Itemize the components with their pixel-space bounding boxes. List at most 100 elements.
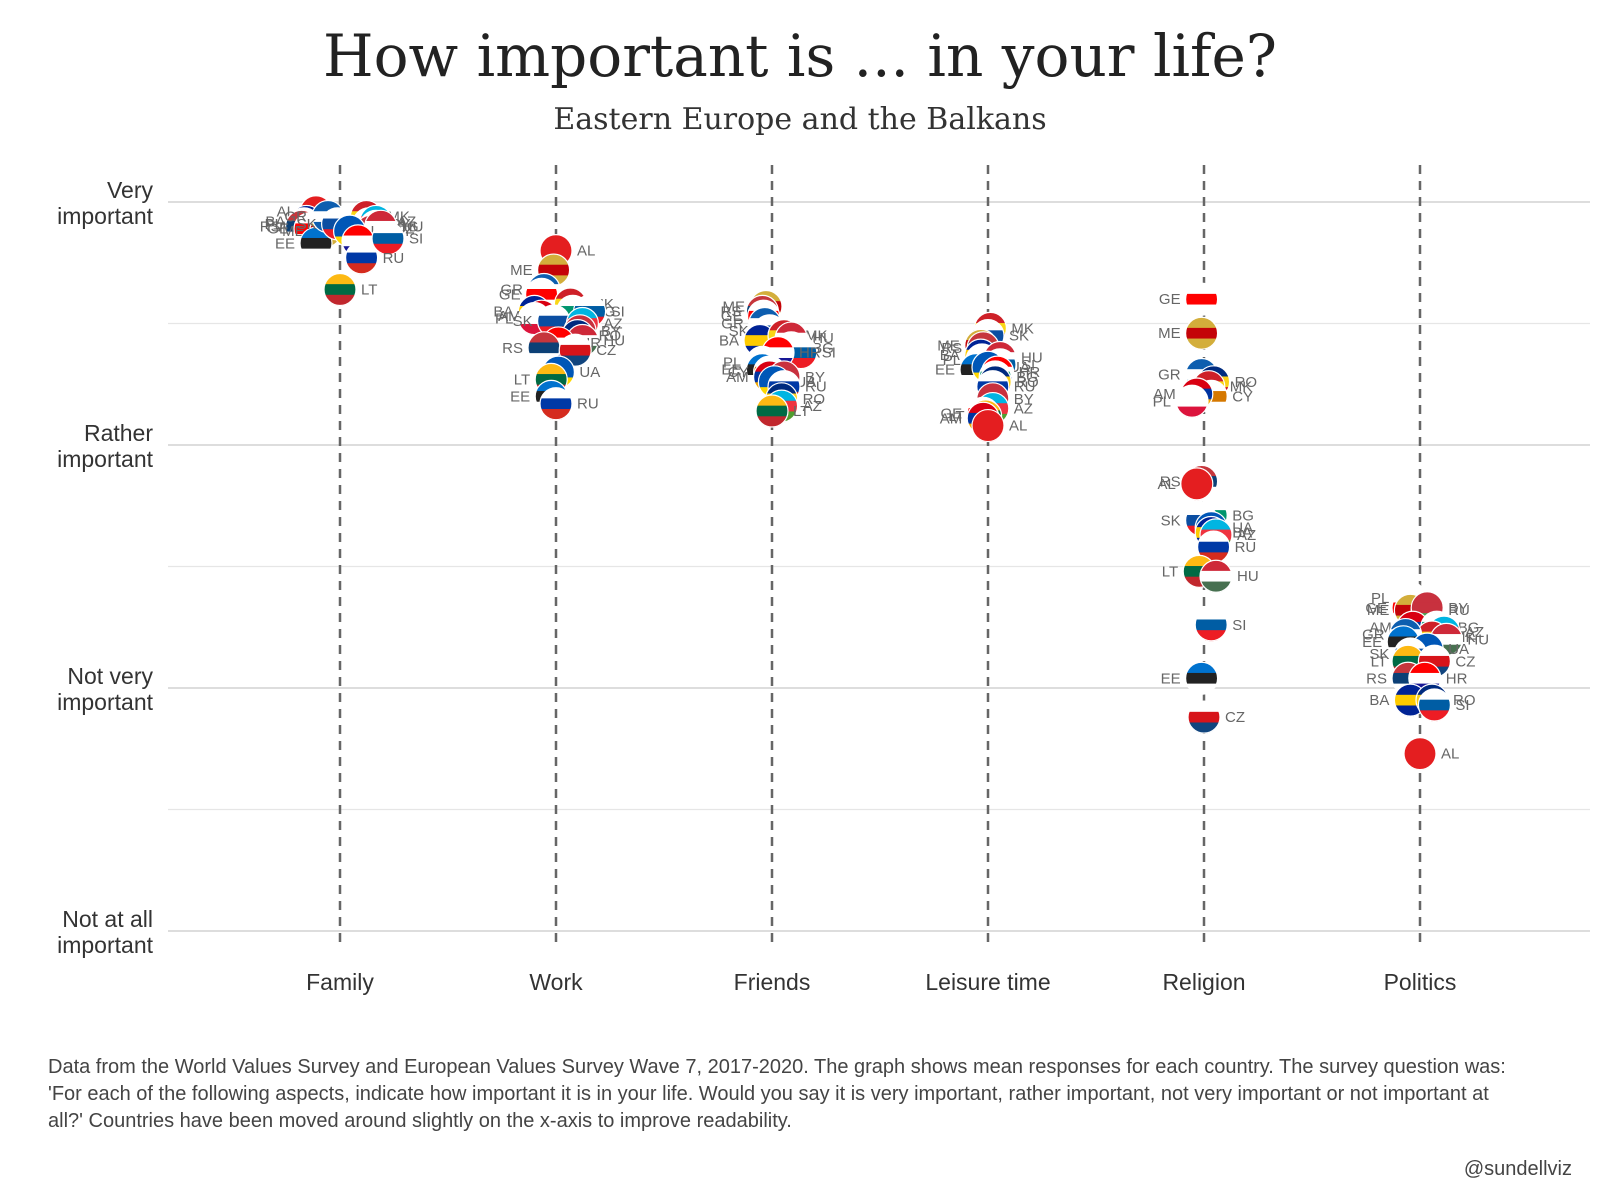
flag-marker (345, 241, 378, 275)
flag-stripe (537, 264, 570, 276)
flag-outline (1180, 467, 1214, 501)
flag-stripe (1394, 684, 1427, 696)
flag-stripe (1416, 620, 1448, 633)
flag-stripe (559, 355, 592, 367)
country-label: LT (1371, 653, 1387, 670)
country-label: HU (812, 330, 834, 347)
flag-outline (323, 272, 357, 307)
flag-stripe (1418, 689, 1451, 701)
flag-stripe (1185, 293, 1218, 306)
country-label: BG (1232, 507, 1254, 524)
country-label: MK (1011, 320, 1034, 337)
flag-stripe (528, 353, 560, 365)
country-label: AM (1369, 619, 1392, 636)
flag-stripe (525, 278, 558, 290)
country-label: HR (799, 345, 821, 362)
flag-outline (539, 387, 573, 421)
flag-stripe (1394, 637, 1427, 650)
y-tick-label: Very important (57, 177, 153, 229)
flag-stripe (1185, 317, 1218, 329)
flag-stripe (518, 302, 551, 314)
country-label: SI (611, 303, 625, 320)
country-label: BY (1014, 391, 1034, 408)
flag-stripe (1176, 385, 1208, 397)
country-label: EE (1362, 634, 1382, 651)
country-label: RS (941, 340, 962, 357)
flag-stripe (1394, 705, 1427, 717)
country-label: RU (805, 379, 827, 396)
flag-stripe (1195, 619, 1228, 631)
country-label: SK (1009, 328, 1029, 345)
country-label: RU (383, 250, 405, 267)
flag-stripe (1404, 737, 1436, 749)
flag-stripe (1392, 662, 1424, 674)
country-label: GE (1159, 291, 1181, 308)
flag-stripe (967, 402, 1000, 414)
country-label: BG (812, 340, 834, 357)
flag-marker (559, 334, 592, 367)
country-label: AZ (1237, 527, 1256, 544)
country-label: LT (1162, 563, 1178, 580)
country-label: PL (943, 352, 961, 369)
flag-stripe (972, 319, 1004, 331)
country-label: GE (267, 221, 289, 238)
flag-stripe (976, 392, 1009, 404)
country-label: BA (719, 333, 739, 350)
flag-marker (1180, 467, 1213, 501)
flag-stripe (321, 207, 354, 220)
flag-stripe (566, 324, 599, 336)
flag-stripe (540, 398, 572, 410)
country-label: PL (495, 311, 513, 328)
flag-stripe (540, 245, 572, 257)
flag-stripe (768, 360, 800, 373)
flag-stripe (1195, 401, 1228, 413)
flag-stripe (1392, 672, 1424, 685)
flag-stripe (1180, 377, 1213, 390)
series-work: ALMEGRGEBAAMPLMKBGSISKAZBYROHUHRRSCZUALT… (493, 234, 625, 421)
flag-stripe (1180, 467, 1213, 480)
flag-stripe (535, 374, 568, 386)
flag-stripe (1420, 611, 1453, 623)
flag-stripe (345, 241, 378, 254)
country-label: AM (498, 308, 521, 325)
flag-stripe (294, 212, 326, 224)
flag-stripe (976, 382, 1009, 394)
flag-stripe (1176, 406, 1208, 418)
flag-marker (756, 394, 788, 428)
flag-outline (1175, 384, 1209, 418)
country-label: EE (1161, 670, 1181, 687)
flag-stripe (744, 324, 776, 336)
flag-stripe (784, 357, 817, 370)
x-tick-label: Work (529, 969, 583, 995)
flag-marker (784, 336, 817, 370)
country-label: BY (805, 369, 825, 386)
flag-stripe (556, 295, 589, 307)
flag-stripe (1387, 625, 1420, 637)
country-label: HU (603, 333, 625, 350)
country-label: BG (1458, 619, 1480, 636)
country-label: RU (1235, 539, 1257, 556)
flag-stripe (784, 347, 817, 359)
flag-stripe (300, 237, 332, 250)
country-label: ME (510, 262, 533, 279)
country-label: RO (1016, 374, 1038, 391)
flag-stripe (1200, 560, 1232, 572)
country-label: SI (409, 230, 423, 247)
flag-stripe (765, 390, 798, 402)
flag-stripe (1197, 531, 1230, 543)
y-tick-label: Not at all important (57, 906, 153, 958)
flag-stripe (784, 336, 817, 348)
flag-stripe (984, 348, 1016, 360)
flag-stripe (744, 335, 776, 347)
flag-marker (1185, 283, 1218, 316)
flag-stripe (350, 200, 383, 212)
country-label: PL (723, 354, 741, 371)
flag-stripe (1411, 633, 1444, 645)
flag-marker (1200, 560, 1232, 593)
country-label: RS (1366, 670, 1387, 687)
flag-stripe (542, 356, 575, 368)
flag-outline (558, 333, 592, 367)
flag-stripe (528, 331, 560, 343)
series-family: ALAMBAPLRSGEMEEEGRSKMKCYAZBGCZBYHUUAHRSI… (260, 195, 423, 307)
